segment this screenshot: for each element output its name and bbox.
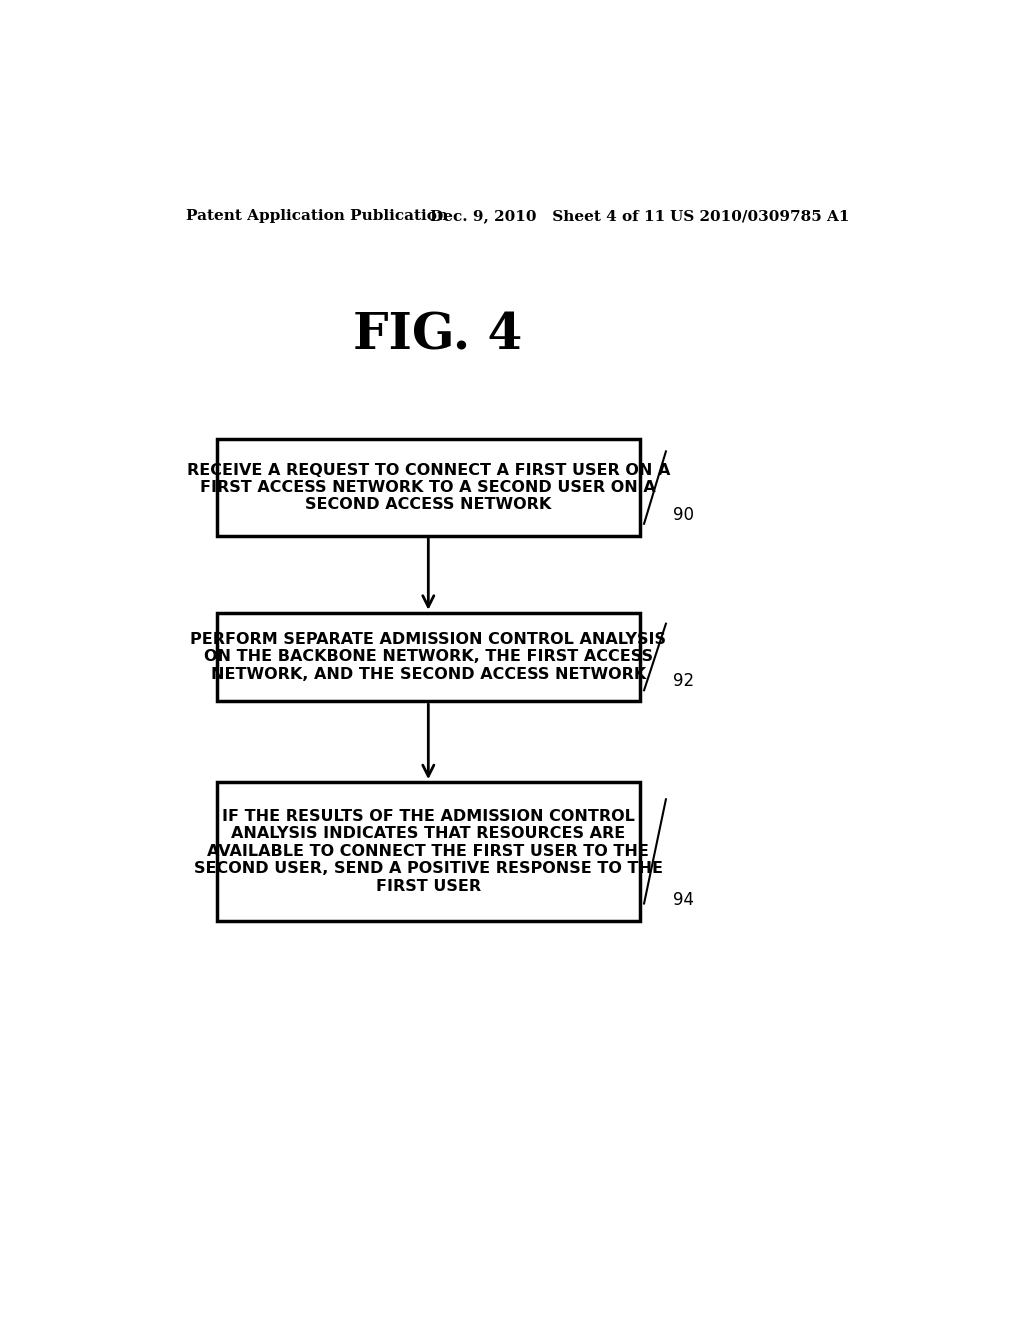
Text: US 2010/0309785 A1: US 2010/0309785 A1 (671, 209, 850, 223)
Text: 90: 90 (673, 506, 694, 524)
Bar (217, 612, 640, 701)
Text: FIG. 4: FIG. 4 (353, 312, 522, 360)
Text: 92: 92 (673, 672, 694, 689)
Text: PERFORM SEPARATE ADMISSION CONTROL ANALYSIS
ON THE BACKBONE NETWORK, THE FIRST A: PERFORM SEPARATE ADMISSION CONTROL ANALY… (190, 632, 667, 682)
Text: IF THE RESULTS OF THE ADMISSION CONTROL
ANALYSIS INDICATES THAT RESOURCES ARE
AV: IF THE RESULTS OF THE ADMISSION CONTROL … (194, 809, 663, 894)
Bar (217, 440, 640, 536)
Bar (217, 781, 640, 921)
Text: Patent Application Publication: Patent Application Publication (186, 209, 449, 223)
Text: Dec. 9, 2010   Sheet 4 of 11: Dec. 9, 2010 Sheet 4 of 11 (430, 209, 666, 223)
Text: RECEIVE A REQUEST TO CONNECT A FIRST USER ON A
FIRST ACCESS NETWORK TO A SECOND : RECEIVE A REQUEST TO CONNECT A FIRST USE… (186, 463, 670, 512)
Text: 94: 94 (673, 891, 694, 909)
